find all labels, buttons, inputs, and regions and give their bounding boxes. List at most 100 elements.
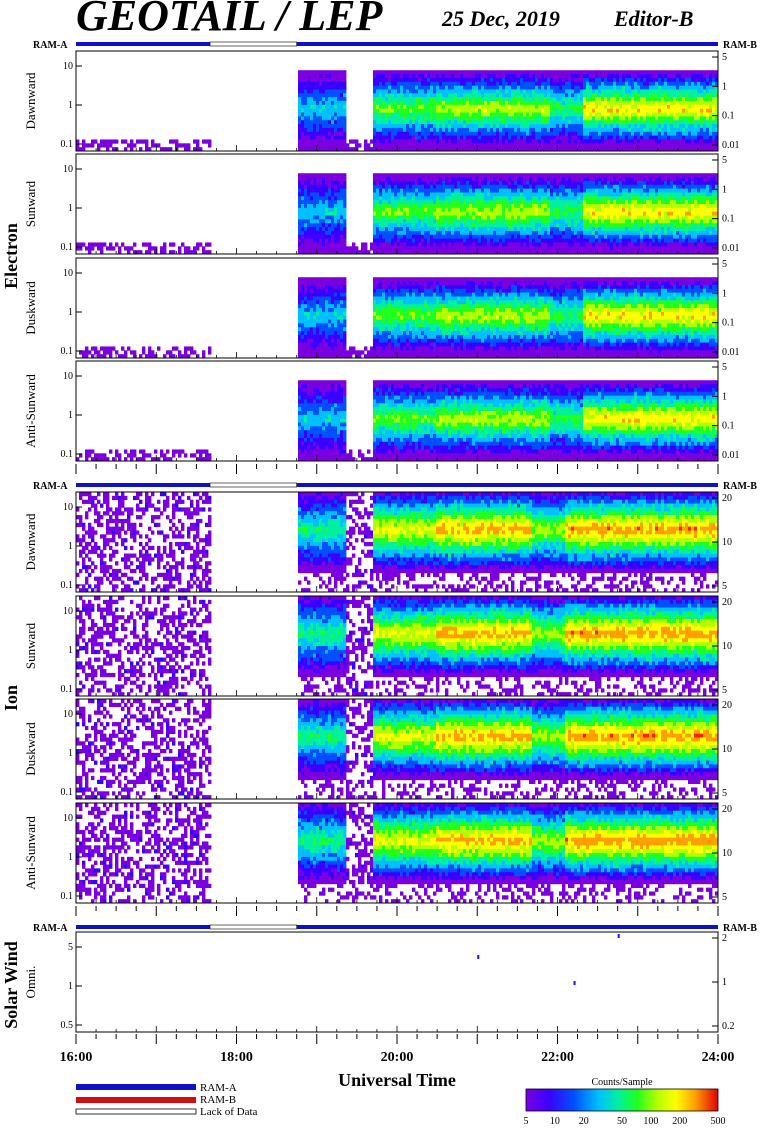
heatmap-cell <box>379 239 382 243</box>
heatmap-cell <box>388 74 391 78</box>
heatmap-cell <box>400 124 403 128</box>
heatmap-cell <box>391 109 394 113</box>
heatmap-cell <box>550 231 553 235</box>
heatmap-cell <box>481 223 484 227</box>
heatmap-cell <box>379 74 382 78</box>
heatmap-cell <box>661 124 664 128</box>
heatmap-cell <box>439 204 442 208</box>
heatmap-cell <box>394 128 397 132</box>
heatmap-cell <box>586 101 589 105</box>
heatmap-cell <box>553 173 556 177</box>
heatmap-cell <box>490 200 493 204</box>
heatmap-cell <box>535 97 538 101</box>
heatmap-cell <box>397 82 400 86</box>
heatmap-cell <box>694 132 697 136</box>
heatmap-cell <box>640 78 643 82</box>
heatmap-cell <box>598 242 601 246</box>
heatmap-cell <box>505 97 508 101</box>
heatmap-cell <box>514 239 517 243</box>
heatmap-cell <box>433 105 436 109</box>
heatmap-cell <box>667 82 670 86</box>
heatmap-cell <box>565 208 568 212</box>
heatmap-cell <box>310 128 313 132</box>
heatmap-cell <box>331 200 334 204</box>
heatmap-cell <box>340 113 343 117</box>
heatmap-cell <box>445 113 448 117</box>
heatmap-cell <box>490 93 493 97</box>
heatmap-cell <box>322 136 325 140</box>
heatmap-cell <box>301 204 304 208</box>
heatmap-cell <box>568 82 571 86</box>
heatmap-cell <box>673 74 676 78</box>
heatmap-cell <box>439 120 442 124</box>
heatmap-cell <box>508 97 511 101</box>
heatmap-cell <box>562 204 565 208</box>
heatmap-cell <box>439 128 442 132</box>
heatmap-cell <box>565 86 568 90</box>
heatmap-cell <box>319 86 322 90</box>
heatmap-cell <box>538 212 541 216</box>
heatmap-cell <box>541 208 544 212</box>
heatmap-cell <box>544 227 547 231</box>
heatmap-cell <box>460 113 463 117</box>
heatmap-cell <box>619 136 622 140</box>
heatmap-cell <box>688 109 691 113</box>
heatmap-cell <box>370 246 373 250</box>
heatmap-cell <box>394 216 397 220</box>
heatmap-cell <box>487 78 490 82</box>
heatmap-cell <box>520 70 523 74</box>
heatmap-cell <box>601 242 604 246</box>
heatmap-cell <box>439 185 442 189</box>
heatmap-cell <box>577 143 580 147</box>
heatmap-cell <box>463 86 466 90</box>
heatmap-cell <box>430 181 433 185</box>
heatmap-cell <box>208 242 211 246</box>
heatmap-cell <box>439 124 442 128</box>
heatmap-cell <box>589 101 592 105</box>
heatmap-cell <box>481 181 484 185</box>
heatmap-cell <box>307 139 310 143</box>
heatmap-cell <box>571 116 574 120</box>
heatmap-cell <box>544 109 547 113</box>
heatmap-cell <box>631 97 634 101</box>
heatmap-cell <box>619 120 622 124</box>
heatmap-cell <box>382 82 385 86</box>
heatmap-cell <box>205 242 208 246</box>
heatmap-cell <box>511 97 514 101</box>
heatmap-cell <box>667 89 670 93</box>
heatmap-cell <box>568 227 571 231</box>
heatmap-cell <box>688 82 691 86</box>
heatmap-cell <box>559 86 562 90</box>
heatmap-cell <box>529 93 532 97</box>
heatmap-cell <box>457 177 460 181</box>
heatmap-cell <box>541 139 544 143</box>
heatmap-cell <box>601 231 604 235</box>
heatmap-cell <box>343 212 346 216</box>
heatmap-cell <box>397 101 400 105</box>
heatmap-cell <box>562 219 565 223</box>
heatmap-cell <box>559 196 562 200</box>
heatmap-cell <box>646 97 649 101</box>
heatmap-cell <box>391 204 394 208</box>
heatmap-cell <box>511 239 514 243</box>
heatmap-cell <box>556 136 559 140</box>
heatmap-cell <box>658 113 661 117</box>
heatmap-cell <box>337 82 340 86</box>
heatmap-cell <box>475 78 478 82</box>
heatmap-cell <box>532 208 535 212</box>
heatmap-cell <box>340 239 343 243</box>
heatmap-cell <box>481 212 484 216</box>
heatmap-cell <box>505 82 508 86</box>
heatmap-cell <box>313 204 316 208</box>
heatmap-cell <box>457 101 460 105</box>
heatmap-cell <box>457 136 460 140</box>
heatmap-cell <box>319 200 322 204</box>
heatmap-cell <box>583 93 586 97</box>
heatmap-cell <box>682 136 685 140</box>
heatmap-cell <box>340 219 343 223</box>
heatmap-cell <box>328 97 331 101</box>
heatmap-cell <box>343 139 346 143</box>
heatmap-cell <box>556 74 559 78</box>
heatmap-cell <box>376 89 379 93</box>
heatmap-cell <box>481 242 484 246</box>
